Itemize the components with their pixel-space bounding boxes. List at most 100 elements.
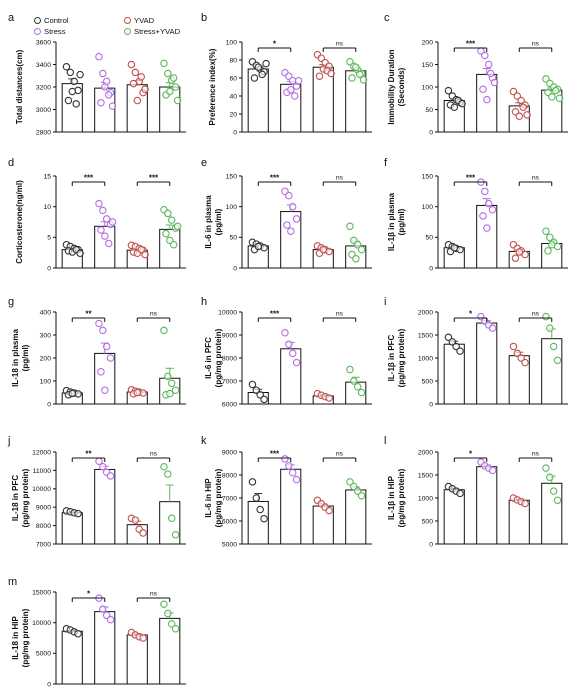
data-point <box>481 51 489 60</box>
panel-i: i 0 500 1000 1500 2000 IL-1β in PFC(pg/mg prot… <box>384 296 568 408</box>
legend-marker-control <box>34 17 41 24</box>
data-point <box>288 349 297 358</box>
y-tick-label: 7000 <box>36 541 51 548</box>
data-point <box>548 240 556 249</box>
y-tick-label: 2000 <box>418 309 433 316</box>
y-tick-label: 100 <box>226 39 238 46</box>
data-point <box>164 372 172 381</box>
data-point <box>355 70 364 79</box>
y-tick-label: 20 <box>229 111 237 118</box>
data-point <box>288 202 297 211</box>
y-tick-label: 40 <box>229 93 237 100</box>
data-point <box>137 73 145 81</box>
y-tick-label: 1000 <box>418 495 433 502</box>
y-axis-label-line: (pg/mg protein) <box>397 328 406 387</box>
y-tick-label: 9000 <box>222 449 237 456</box>
y-tick-label: 200 <box>40 355 52 362</box>
significance-label: ns <box>150 311 158 318</box>
panel-letter: i <box>384 296 386 308</box>
data-point <box>346 222 354 231</box>
data-point <box>260 395 268 404</box>
y-tick-label: 0 <box>429 401 433 408</box>
y-tick-label: 0 <box>47 681 51 687</box>
y-tick-label: 15000 <box>32 589 51 596</box>
legend-marker-stress <box>34 28 41 35</box>
data-point <box>483 224 491 232</box>
y-axis-label: IL-1β in PFC(pg/mg protein) <box>387 328 406 387</box>
data-point <box>76 249 84 258</box>
y-tick-label: 3000 <box>36 107 51 114</box>
y-tick-label: 0 <box>47 401 51 408</box>
y-tick-label: 5 <box>47 235 51 242</box>
y-axis-label: IL-18 in plasma(pg/ml) <box>11 329 30 387</box>
data-point <box>292 215 301 223</box>
data-point <box>76 70 84 79</box>
data-point <box>133 388 142 397</box>
data-point <box>102 215 111 223</box>
significance-label: * <box>469 310 473 319</box>
data-point <box>256 505 264 514</box>
data-point <box>169 74 178 82</box>
significance-label: ns <box>150 591 158 598</box>
y-axis-label: IL-6 in HIP(pg/mg protein) <box>204 468 223 527</box>
data-point <box>72 100 80 108</box>
data-point <box>346 365 354 374</box>
data-point <box>548 93 556 101</box>
y-tick-label: 1500 <box>418 472 433 479</box>
significance-label: *** <box>84 174 94 183</box>
y-tick-label: 8000 <box>222 355 237 362</box>
data-point <box>353 382 362 391</box>
data-point <box>488 466 497 475</box>
data-point <box>160 462 168 471</box>
data-point <box>99 326 107 335</box>
data-point <box>256 391 264 399</box>
y-tick-label: 3200 <box>36 84 51 91</box>
y-tick-label: 15 <box>43 173 51 180</box>
y-axis-label: IL-1β in HIP(pg/mg protein) <box>387 468 406 527</box>
data-point <box>254 63 263 71</box>
y-axis-label-line: (pg/ml) <box>21 344 30 371</box>
data-point <box>486 69 495 78</box>
data-point <box>171 386 180 394</box>
data-point <box>250 74 259 82</box>
data-point <box>160 59 168 68</box>
significance-label: ns <box>532 175 540 182</box>
legend-item-yvad: YVAD <box>124 16 154 25</box>
significance-label: *** <box>270 450 280 459</box>
y-tick-label: 100 <box>226 204 238 211</box>
data-point <box>292 358 301 367</box>
data-point <box>488 324 497 332</box>
legend-label-control: Control <box>44 16 69 25</box>
data-point <box>64 96 73 105</box>
data-point <box>285 340 293 348</box>
legend-marker-stress-yvad <box>124 28 131 35</box>
data-point <box>106 354 115 362</box>
data-point <box>353 487 362 495</box>
data-point <box>490 78 499 87</box>
data-point <box>139 634 147 642</box>
y-tick-label: 80 <box>229 57 237 64</box>
bar-stress <box>476 466 498 545</box>
y-axis-label: Preference index(%) <box>208 48 217 125</box>
data-point <box>164 209 172 218</box>
y-tick-label: 0 <box>429 265 433 272</box>
y-axis-label-line: (pg/mg protein) <box>397 468 406 527</box>
data-point <box>287 85 295 94</box>
data-point <box>515 112 524 121</box>
y-tick-label: 5000 <box>222 541 237 548</box>
y-tick-label: 10000 <box>32 620 51 627</box>
legend-label-yvad: YVAD <box>134 16 155 25</box>
data-point <box>95 199 103 208</box>
legend: Control YVAD Stress Stress+YVAD <box>26 13 186 37</box>
panel-d: d 0 5 10 15 Corticosterone(ng/ml) *** *** <box>8 157 186 272</box>
y-tick-label: 1000 <box>418 355 433 362</box>
data-point <box>479 212 487 220</box>
data-point <box>511 254 520 262</box>
data-point <box>258 70 266 79</box>
data-point <box>97 99 105 107</box>
significance-label: ns <box>532 451 540 458</box>
significance-label: *** <box>149 174 159 183</box>
y-axis-label: IL-18 in PFC(pg/mg protein) <box>11 468 30 527</box>
data-point <box>127 60 136 69</box>
panel-letter: a <box>8 12 15 24</box>
